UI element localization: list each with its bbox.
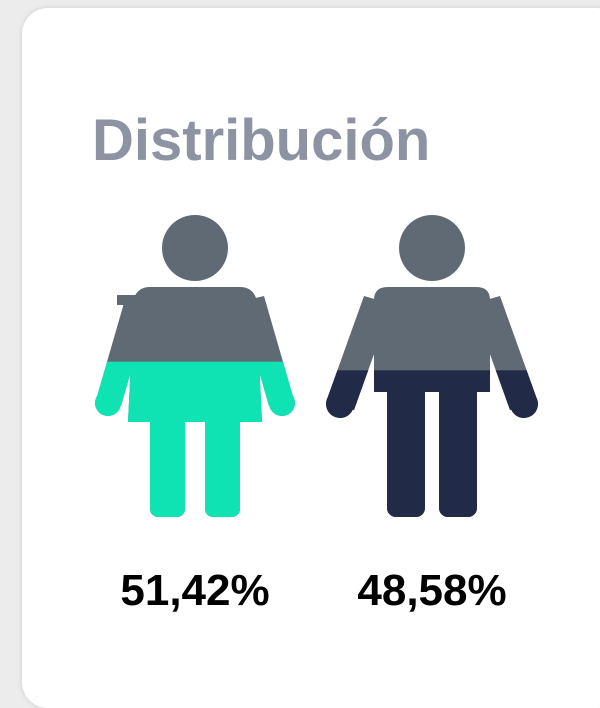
chart: Distribución 51,42% 48,58% <box>92 108 538 615</box>
figure-fill <box>326 370 538 517</box>
page: {"chart_data": {"type": "pictogram", "ti… <box>22 8 600 708</box>
percent-label: 48,58% <box>357 566 506 615</box>
title: Distribución <box>92 108 430 173</box>
figure-base <box>326 215 538 517</box>
percent-label: 51,42% <box>120 566 269 615</box>
figure-fill <box>95 361 295 517</box>
